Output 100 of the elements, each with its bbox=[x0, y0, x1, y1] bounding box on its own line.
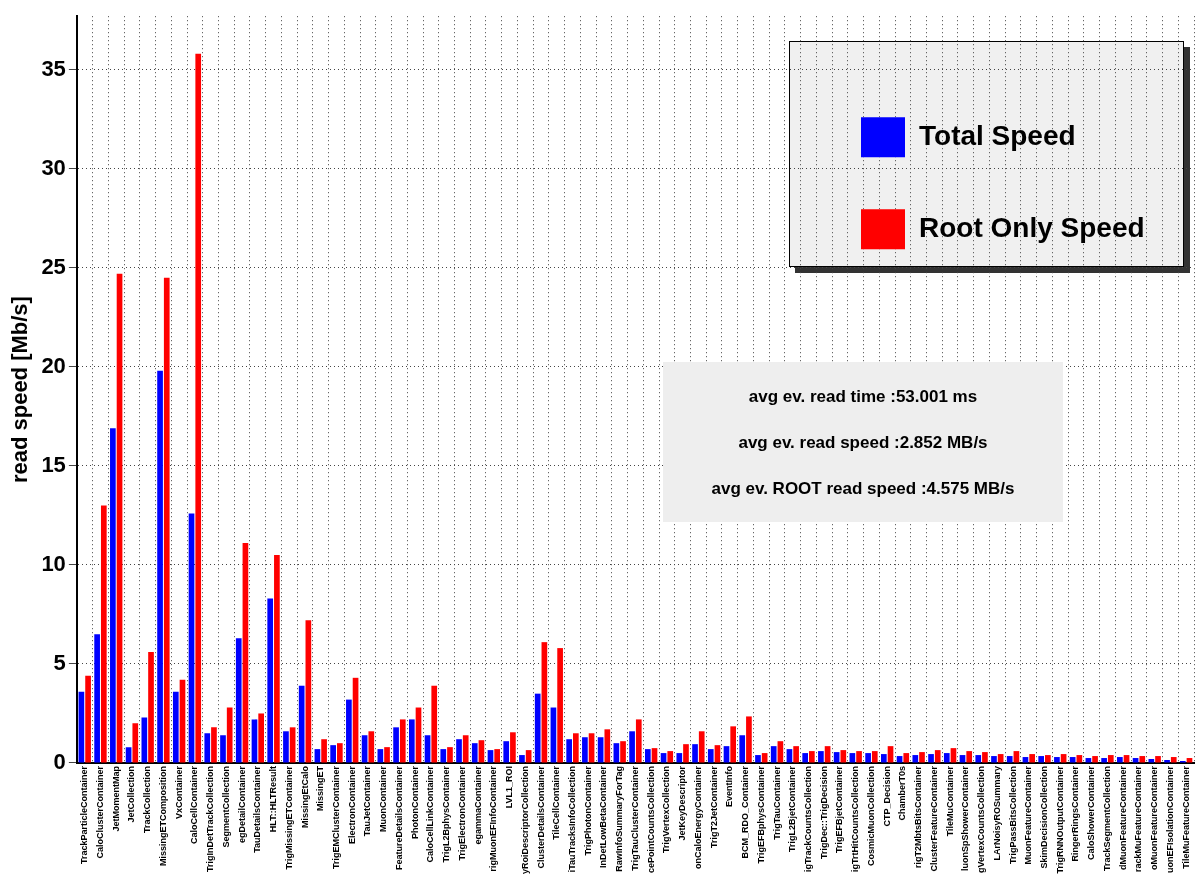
bar bbox=[975, 755, 982, 763]
bar bbox=[1107, 755, 1114, 763]
bar bbox=[431, 685, 438, 763]
x-tick-label: TrigVertexCollection bbox=[661, 765, 672, 854]
x-tick-label: CosmicMuonCollection bbox=[865, 765, 876, 866]
bar bbox=[1054, 757, 1060, 763]
x-tick-label: TrigT2JetContainer bbox=[708, 765, 719, 848]
x-tick-label: TrigL2BjetContainer bbox=[787, 765, 798, 852]
bar bbox=[943, 753, 950, 763]
y-tick-label: 20 bbox=[41, 352, 66, 378]
bar bbox=[802, 753, 809, 763]
x-tick-label: MissingET bbox=[315, 765, 326, 811]
bar bbox=[912, 755, 919, 763]
bar bbox=[676, 753, 683, 763]
x-tick-label: MuonContainer bbox=[378, 765, 389, 832]
x-tick-label: SegmentCollection bbox=[220, 765, 231, 848]
x-tick-label: yRoiDescriptorCollection bbox=[519, 765, 530, 875]
bar bbox=[510, 732, 516, 763]
x-tick-label: gVertexCountsCollection bbox=[976, 765, 987, 873]
bar bbox=[235, 638, 242, 763]
x-tick-label: TrigEMClusterContainer bbox=[330, 765, 341, 869]
x-tick-label: RingerRingsContainer bbox=[1070, 765, 1081, 862]
bar bbox=[399, 719, 406, 763]
annotation: avg ev. read time :53.001 ms bbox=[747, 386, 979, 408]
bar bbox=[85, 675, 91, 763]
bar bbox=[94, 634, 100, 763]
x-tick-label: MuonFeatureContainer bbox=[1023, 765, 1034, 865]
x-tick-label: TrigEFBphysContainer bbox=[755, 765, 766, 864]
bar bbox=[258, 713, 264, 763]
x-tick-label: egammaContainer bbox=[472, 765, 483, 845]
bar bbox=[157, 370, 163, 763]
bar bbox=[447, 747, 453, 763]
y-tick-label: 0 bbox=[53, 749, 66, 775]
bar bbox=[204, 733, 211, 763]
bar bbox=[865, 753, 871, 763]
bar bbox=[456, 739, 462, 763]
bar bbox=[620, 741, 626, 763]
bar bbox=[346, 699, 352, 763]
x-tick-label: dMuonFeatureContainer bbox=[1117, 765, 1128, 870]
x-tick-label: TrackCollection bbox=[142, 765, 153, 834]
x-tick-label: HLT::HLTResult bbox=[268, 765, 279, 833]
legend-label: Total Speed bbox=[919, 119, 1076, 151]
bar bbox=[966, 751, 973, 763]
x-tick-label: TrigTauContainer bbox=[771, 765, 782, 840]
bar bbox=[635, 719, 642, 763]
x-tick-label: ClusterDetailsContainer bbox=[535, 765, 546, 869]
bar bbox=[274, 554, 280, 763]
bar bbox=[582, 737, 588, 763]
x-tick-label: FeatureDetailsContainer bbox=[393, 765, 404, 871]
bar bbox=[809, 751, 815, 763]
x-tick-label: TrigL2BphysContainer bbox=[441, 765, 452, 863]
x-tick-label: TrackSegmentCollection bbox=[1101, 765, 1112, 872]
x-tick-label: JetMomentMap bbox=[110, 765, 121, 832]
bar bbox=[408, 719, 415, 763]
x-tick-label: JetCollection bbox=[126, 765, 137, 823]
bar bbox=[141, 717, 148, 763]
x-tick-label: oMuonFeatureContainer bbox=[1149, 765, 1160, 870]
x-tick-label: rigMuonEFInfoContainer bbox=[488, 765, 499, 872]
x-tick-label: CTP_Decision bbox=[881, 765, 892, 827]
legend-label: Root Only Speed bbox=[919, 211, 1145, 243]
bar bbox=[881, 754, 887, 763]
bar bbox=[1170, 757, 1177, 763]
bar bbox=[132, 723, 139, 763]
bar bbox=[503, 741, 510, 763]
bar bbox=[982, 752, 988, 763]
x-tick-label: TauJetContainer bbox=[362, 765, 373, 837]
bar bbox=[818, 751, 824, 763]
bar bbox=[1155, 756, 1161, 763]
bar bbox=[928, 754, 934, 763]
x-tick-label: VxContainer bbox=[173, 765, 184, 819]
y-tick-label: 25 bbox=[41, 253, 66, 279]
bar bbox=[934, 750, 941, 763]
bar bbox=[707, 749, 714, 763]
x-tick-label: PhotonContainer bbox=[409, 765, 420, 839]
x-tick-label: TrigEFBjetContainer bbox=[834, 765, 845, 853]
bar bbox=[1101, 758, 1107, 763]
y-tick-label: 15 bbox=[41, 451, 66, 477]
bar bbox=[683, 744, 689, 763]
bar bbox=[604, 729, 611, 763]
bar bbox=[793, 746, 799, 763]
x-tick-label: CaloCellContainer bbox=[189, 765, 200, 844]
bar bbox=[462, 735, 469, 763]
x-tick-label: JetKeyDescriptor bbox=[677, 765, 688, 841]
bar bbox=[856, 751, 862, 763]
bar bbox=[519, 755, 525, 763]
x-tick-label: TrigRNNOutputContainer bbox=[1054, 765, 1065, 874]
bar bbox=[991, 756, 997, 763]
x-tick-label: TileCellContainer bbox=[551, 765, 562, 840]
bar bbox=[629, 731, 635, 763]
x-tick-label: TrackParticleContainer bbox=[79, 765, 90, 865]
x-tick-label: uonEFIsolationContainer bbox=[1164, 765, 1175, 873]
bar bbox=[557, 648, 563, 763]
x-tick-label: EventInfo bbox=[724, 765, 735, 807]
x-tick-label: LVL1_ROI bbox=[504, 765, 515, 809]
x-tick-label: rigT2MbtsBitsContainer bbox=[913, 765, 924, 868]
bar bbox=[1045, 755, 1051, 763]
bar bbox=[368, 731, 375, 763]
y-axis-title: read speed [Mb/s] bbox=[7, 296, 33, 484]
bar bbox=[494, 749, 501, 763]
x-tick-label: TrigDec::TrigDecision bbox=[818, 765, 829, 860]
